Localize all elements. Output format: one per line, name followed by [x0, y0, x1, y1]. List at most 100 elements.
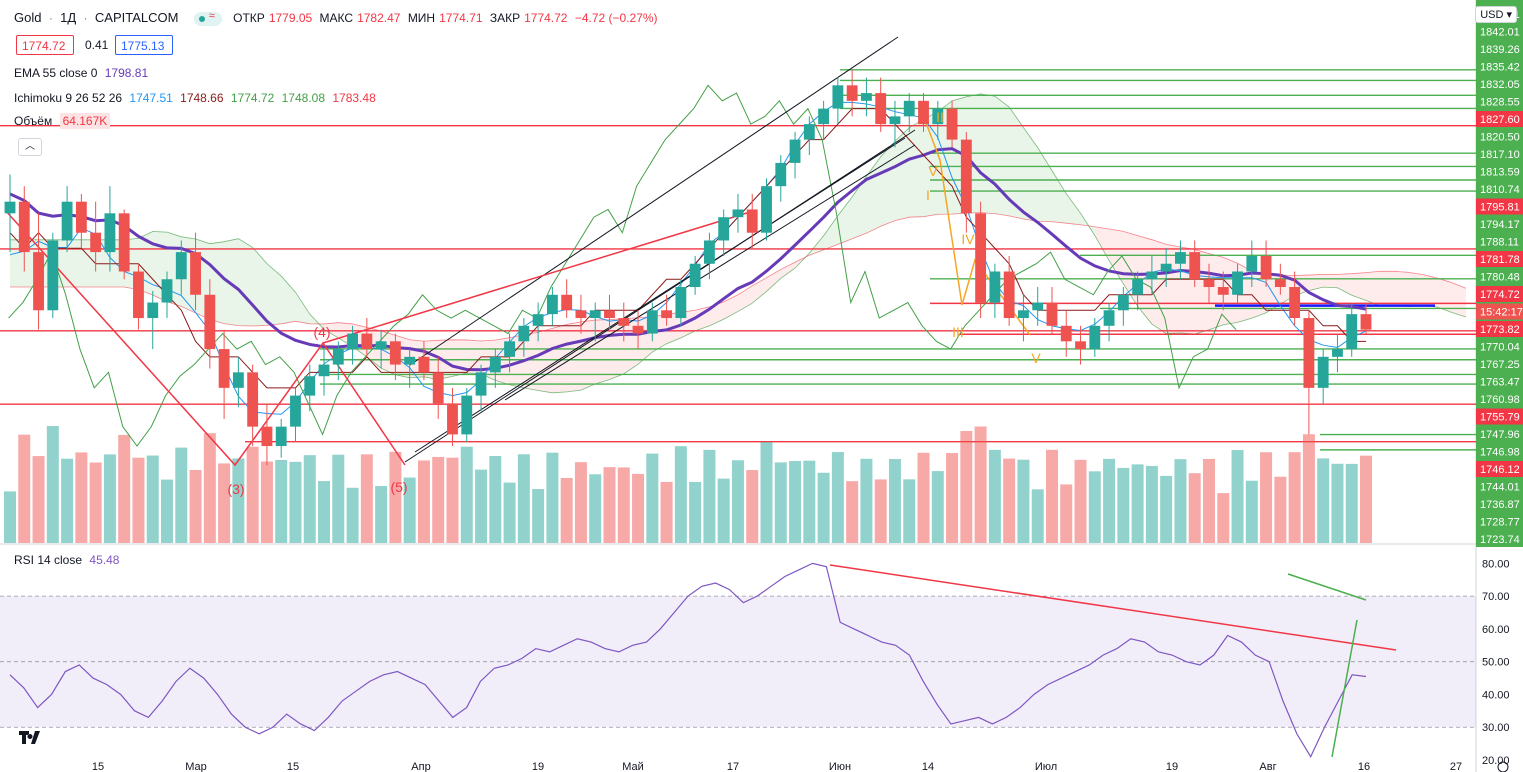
price-tag-background: [1476, 496, 1523, 512]
volume-bar: [1074, 459, 1087, 543]
cloud-segment: [1366, 271, 1381, 306]
volume-bar: [1031, 489, 1044, 543]
candle-body: [389, 341, 401, 365]
timeframe-label: 1Д: [60, 10, 77, 25]
bid-box[interactable]: 1774.72: [16, 35, 74, 55]
wave-label: V: [1031, 350, 1041, 366]
volume-bar: [1017, 459, 1030, 543]
cloud-segment: [281, 276, 296, 324]
price-axis-label: 1755.79: [1480, 412, 1520, 424]
volume-bar: [760, 442, 773, 543]
price-tag-background: [1476, 426, 1523, 442]
ask-box[interactable]: 1775.13: [115, 35, 173, 55]
high-label: МАКС: [319, 11, 354, 25]
volume-bar: [103, 454, 116, 543]
price-axis-label: 1788.11: [1480, 237, 1519, 249]
channel-line-mid: [504, 144, 916, 401]
cloud-segment: [1051, 170, 1067, 224]
candle-body: [332, 349, 344, 365]
collapse-legend-icon[interactable]: ︿: [18, 138, 42, 156]
candle-body: [347, 333, 358, 350]
candle-body: [275, 426, 287, 447]
rsi-tick-label: 20.00: [1482, 755, 1510, 767]
volume-bar: [1317, 458, 1330, 543]
candle-body: [118, 213, 130, 272]
candle-body: [1346, 314, 1358, 350]
price-candles: [4, 69, 1372, 466]
cloud-segment: [224, 238, 239, 326]
volume-bar: [346, 487, 359, 543]
volume-bar: [318, 481, 331, 543]
candle-body: [1160, 263, 1172, 272]
volume-bar: [1145, 465, 1158, 543]
price-tag-background: [1476, 513, 1523, 530]
rsi-trend-line-upper: [1287, 573, 1367, 601]
volume-bar: [432, 456, 445, 543]
candle-body: [1289, 287, 1301, 319]
market-status-icon[interactable]: ≈: [193, 10, 222, 26]
rsi-tick-label: 40.00: [1482, 689, 1510, 701]
time-axis-label: Июл: [1035, 761, 1057, 772]
volume-bar: [360, 454, 373, 543]
volume-bar: [232, 458, 245, 543]
volume-bar: [1245, 480, 1258, 543]
candle-body: [1175, 252, 1186, 264]
ichimoku-legend[interactable]: Ichimoku 9 26 52 26 1747.51 1748.66 1774…: [14, 91, 380, 105]
candle-body: [1032, 302, 1044, 311]
candle-body: [546, 294, 558, 315]
volume-bar: [689, 481, 702, 543]
price-tag-background: [1476, 181, 1523, 197]
volume-bar: [460, 446, 473, 543]
volume-bar: [517, 454, 530, 543]
currency-button[interactable]: USD ▾: [1475, 6, 1517, 23]
candle-body: [832, 85, 844, 109]
wave-label: II: [936, 109, 944, 125]
volume-legend[interactable]: Объём 64.167K: [14, 113, 114, 129]
time-axis-label: 15: [287, 761, 299, 772]
price-tag-background: [1476, 443, 1523, 460]
time-axis: 15 Мар 15 Апр 19 Май 17 Июн 14 Июл 19 Авг 16 27: [92, 761, 1509, 772]
cloud-segment: [1094, 226, 1110, 261]
candle-body: [190, 252, 201, 295]
volume-bar: [1188, 473, 1201, 543]
currency-label: USD: [1480, 9, 1504, 21]
candle-body: [989, 271, 1001, 303]
candle-body: [18, 201, 30, 253]
candle-body: [1232, 271, 1243, 295]
candle-body: [447, 403, 458, 435]
price-axis-label: 1828.55: [1480, 97, 1520, 109]
volume-bar: [132, 457, 145, 543]
candle-body: [475, 372, 487, 396]
rsi-legend[interactable]: RSI 14 close 45.48: [14, 553, 123, 567]
volume-bar: [4, 491, 16, 543]
wave-label: I: [926, 187, 930, 203]
candle-body: [1303, 318, 1315, 388]
candle-body: [1089, 325, 1101, 350]
tradingview-logo-icon[interactable]: [18, 728, 46, 748]
wave-label: IV: [961, 231, 975, 247]
volume-bar: [946, 453, 959, 543]
volume-bar: [46, 425, 59, 543]
ema-legend[interactable]: EMA 55 close 0 1798.81: [14, 66, 152, 80]
price-axis-label: 1820.50: [1480, 132, 1520, 144]
rsi-tick-label: 60.00: [1482, 624, 1510, 636]
candle-body: [975, 213, 987, 303]
price-tag-background: [1476, 93, 1523, 110]
price-axis-label: 1736.87: [1480, 499, 1520, 511]
candle-body: [304, 376, 316, 396]
rsi-tick-label: 50.00: [1482, 657, 1510, 669]
candle-body: [661, 310, 673, 319]
volume-bar: [118, 434, 131, 543]
cloud-segment: [780, 262, 796, 279]
volume-bar: [1131, 464, 1144, 543]
candle-body: [646, 310, 658, 334]
volume-bar: [846, 481, 859, 543]
candle-body: [575, 310, 587, 319]
candle-body: [875, 93, 887, 125]
candle-body: [133, 271, 144, 319]
cloud-segment: [452, 339, 467, 377]
candle-body: [4, 201, 16, 214]
volume-bars: [4, 425, 1372, 543]
channel-line-inner: [414, 137, 906, 453]
